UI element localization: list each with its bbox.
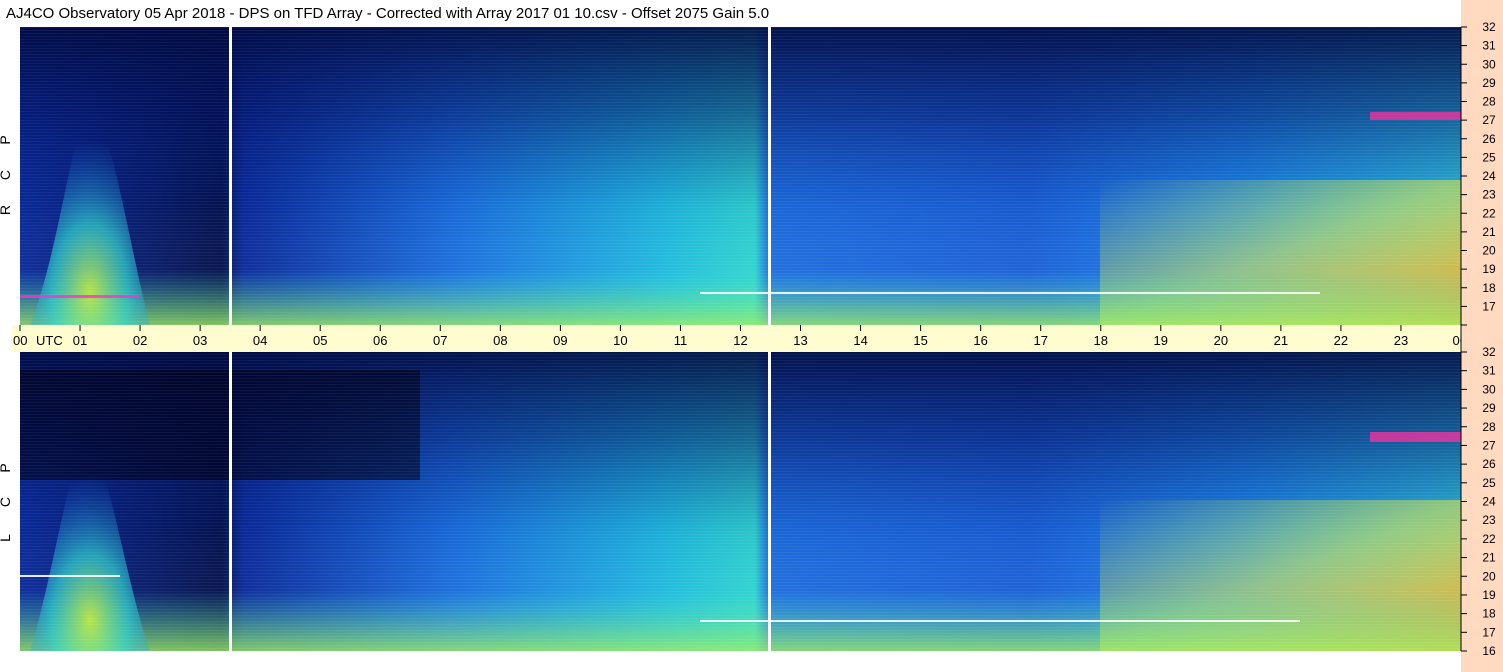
rcp-frequency-tick-label: 20 bbox=[1482, 244, 1496, 258]
lcp-gap-1 bbox=[229, 352, 232, 651]
lcp-frequency-tick-label: 29 bbox=[1482, 401, 1496, 415]
time-tick-label: 03 bbox=[193, 333, 207, 348]
rcp-frequency-tick-label: 29 bbox=[1482, 76, 1496, 90]
time-tick-label: 11 bbox=[674, 333, 688, 348]
rcp-frequency-tick-label: 18 bbox=[1482, 281, 1496, 295]
lcp-frequency-tick-label: 27 bbox=[1482, 438, 1496, 452]
time-tick-label: 01 bbox=[73, 333, 87, 348]
polarization-labels: P C R P C L bbox=[0, 135, 13, 542]
time-tick-label: 06 bbox=[373, 333, 387, 348]
time-axis: 00 01 02 03 04 05 06 07 08 09 10 11 12 13 14 15 16 17 18 19… bbox=[13, 325, 1499, 348]
lcp-frequency-tick-label: 30 bbox=[1482, 382, 1496, 396]
lcp-interference-line-1 bbox=[20, 575, 120, 577]
time-tick-label: 22 bbox=[1334, 333, 1348, 348]
time-tick-label: 15 bbox=[913, 333, 927, 348]
lcp-frequency-tick-label: 25 bbox=[1482, 476, 1496, 490]
lcp-panel bbox=[20, 352, 1461, 651]
lcp-texture bbox=[20, 352, 1461, 651]
rcp-interference-line-2 bbox=[700, 292, 1320, 294]
rcp-gap-1 bbox=[229, 27, 232, 325]
time-tick-label: 21 bbox=[1274, 333, 1288, 348]
lcp-frequency-tick-label: 17 bbox=[1482, 625, 1496, 639]
time-tick-label: 19 bbox=[1154, 333, 1168, 348]
time-tick-label: 17 bbox=[1033, 333, 1047, 348]
rcp-frequency-tick-label: 19 bbox=[1482, 262, 1496, 276]
time-tick-label: 09 bbox=[553, 333, 567, 348]
rcp-frequency-tick-label: 24 bbox=[1482, 169, 1496, 183]
lcp-frequency-tick-label: 24 bbox=[1482, 495, 1496, 509]
time-tick-label: 00 bbox=[13, 333, 27, 348]
time-tick-label: 05 bbox=[313, 333, 327, 348]
rcp-frequency-tick-label: 25 bbox=[1482, 150, 1496, 164]
time-tick-label: 07 bbox=[433, 333, 447, 348]
rcp-polarization-letter: P bbox=[0, 135, 13, 144]
time-tick-label: 23 bbox=[1394, 333, 1408, 348]
frequency-axis-band bbox=[1461, 0, 1503, 672]
rcp-frequency-tick-label: 30 bbox=[1482, 57, 1496, 71]
time-tick-label: 18 bbox=[1094, 333, 1108, 348]
time-tick-label: 16 bbox=[973, 333, 987, 348]
rcp-frequency-tick-label: 31 bbox=[1482, 39, 1496, 53]
rcp-frequency-tick-label: 26 bbox=[1482, 132, 1496, 146]
rcp-frequency-tick-label: 22 bbox=[1482, 206, 1496, 220]
time-axis-label: UTC bbox=[36, 333, 63, 348]
time-tick-label: 20 bbox=[1214, 333, 1228, 348]
lcp-gap-2 bbox=[768, 352, 771, 651]
lcp-frequency-tick-label: 20 bbox=[1482, 569, 1496, 583]
lcp-frequency-axis: 16 17 18 19 20 21 22 23 24 25 26 27 28 29 30 31 32 bbox=[1461, 345, 1496, 658]
lcp-frequency-tick-label: 23 bbox=[1482, 513, 1496, 527]
lcp-frequency-tick-label: 26 bbox=[1482, 457, 1496, 471]
time-tick-label: 04 bbox=[253, 333, 267, 348]
rcp-frequency-tick-label: 28 bbox=[1482, 95, 1496, 109]
lcp-frequency-tick-label: 32 bbox=[1482, 345, 1496, 359]
lcp-frequency-tick-label: 19 bbox=[1482, 588, 1496, 602]
rcp-frequency-tick-label: 27 bbox=[1482, 113, 1496, 127]
lcp-interference-line-3 bbox=[1370, 432, 1461, 442]
rcp-polarization-letter: R bbox=[0, 205, 13, 215]
rcp-frequency-axis: 17 18 19 20 21 22 23 24 25 26 27 28 29 30 31 32 bbox=[1461, 20, 1496, 326]
lcp-frequency-tick-label: 16 bbox=[1482, 644, 1496, 658]
lcp-polarization-letter: L bbox=[0, 534, 13, 542]
lcp-frequency-tick-label: 18 bbox=[1482, 607, 1496, 621]
time-tick-label: 02 bbox=[133, 333, 147, 348]
rcp-gap-2 bbox=[768, 27, 771, 325]
time-tick-label: 13 bbox=[793, 333, 807, 348]
time-tick-label: 12 bbox=[733, 333, 747, 348]
rcp-frequency-tick-label: 21 bbox=[1482, 225, 1496, 239]
time-tick-label: 14 bbox=[853, 333, 867, 348]
lcp-frequency-tick-label: 31 bbox=[1482, 364, 1496, 378]
lcp-interference-line-2 bbox=[700, 620, 1300, 622]
rcp-frequency-tick-label: 32 bbox=[1482, 20, 1496, 34]
lcp-polarization-letter: P bbox=[0, 463, 13, 472]
rcp-frequency-tick-label: 17 bbox=[1482, 299, 1496, 313]
rcp-texture bbox=[20, 27, 1461, 325]
lcp-frequency-tick-label: 28 bbox=[1482, 420, 1496, 434]
rcp-panel bbox=[20, 27, 1461, 325]
rcp-interference-line-3 bbox=[1370, 112, 1461, 120]
time-tick-label: 10 bbox=[613, 333, 627, 348]
rcp-polarization-letter: C bbox=[0, 170, 13, 180]
time-tick-label: 08 bbox=[493, 333, 507, 348]
rcp-interference-line-1 bbox=[20, 295, 140, 298]
lcp-frequency-tick-label: 21 bbox=[1482, 551, 1496, 565]
rcp-frequency-tick-label: 23 bbox=[1482, 188, 1496, 202]
time-axis-band bbox=[12, 325, 1467, 352]
lcp-polarization-letter: C bbox=[0, 497, 13, 507]
lcp-frequency-tick-label: 22 bbox=[1482, 532, 1496, 546]
chart-title: AJ4CO Observatory 05 Apr 2018 - DPS on T… bbox=[6, 5, 769, 22]
